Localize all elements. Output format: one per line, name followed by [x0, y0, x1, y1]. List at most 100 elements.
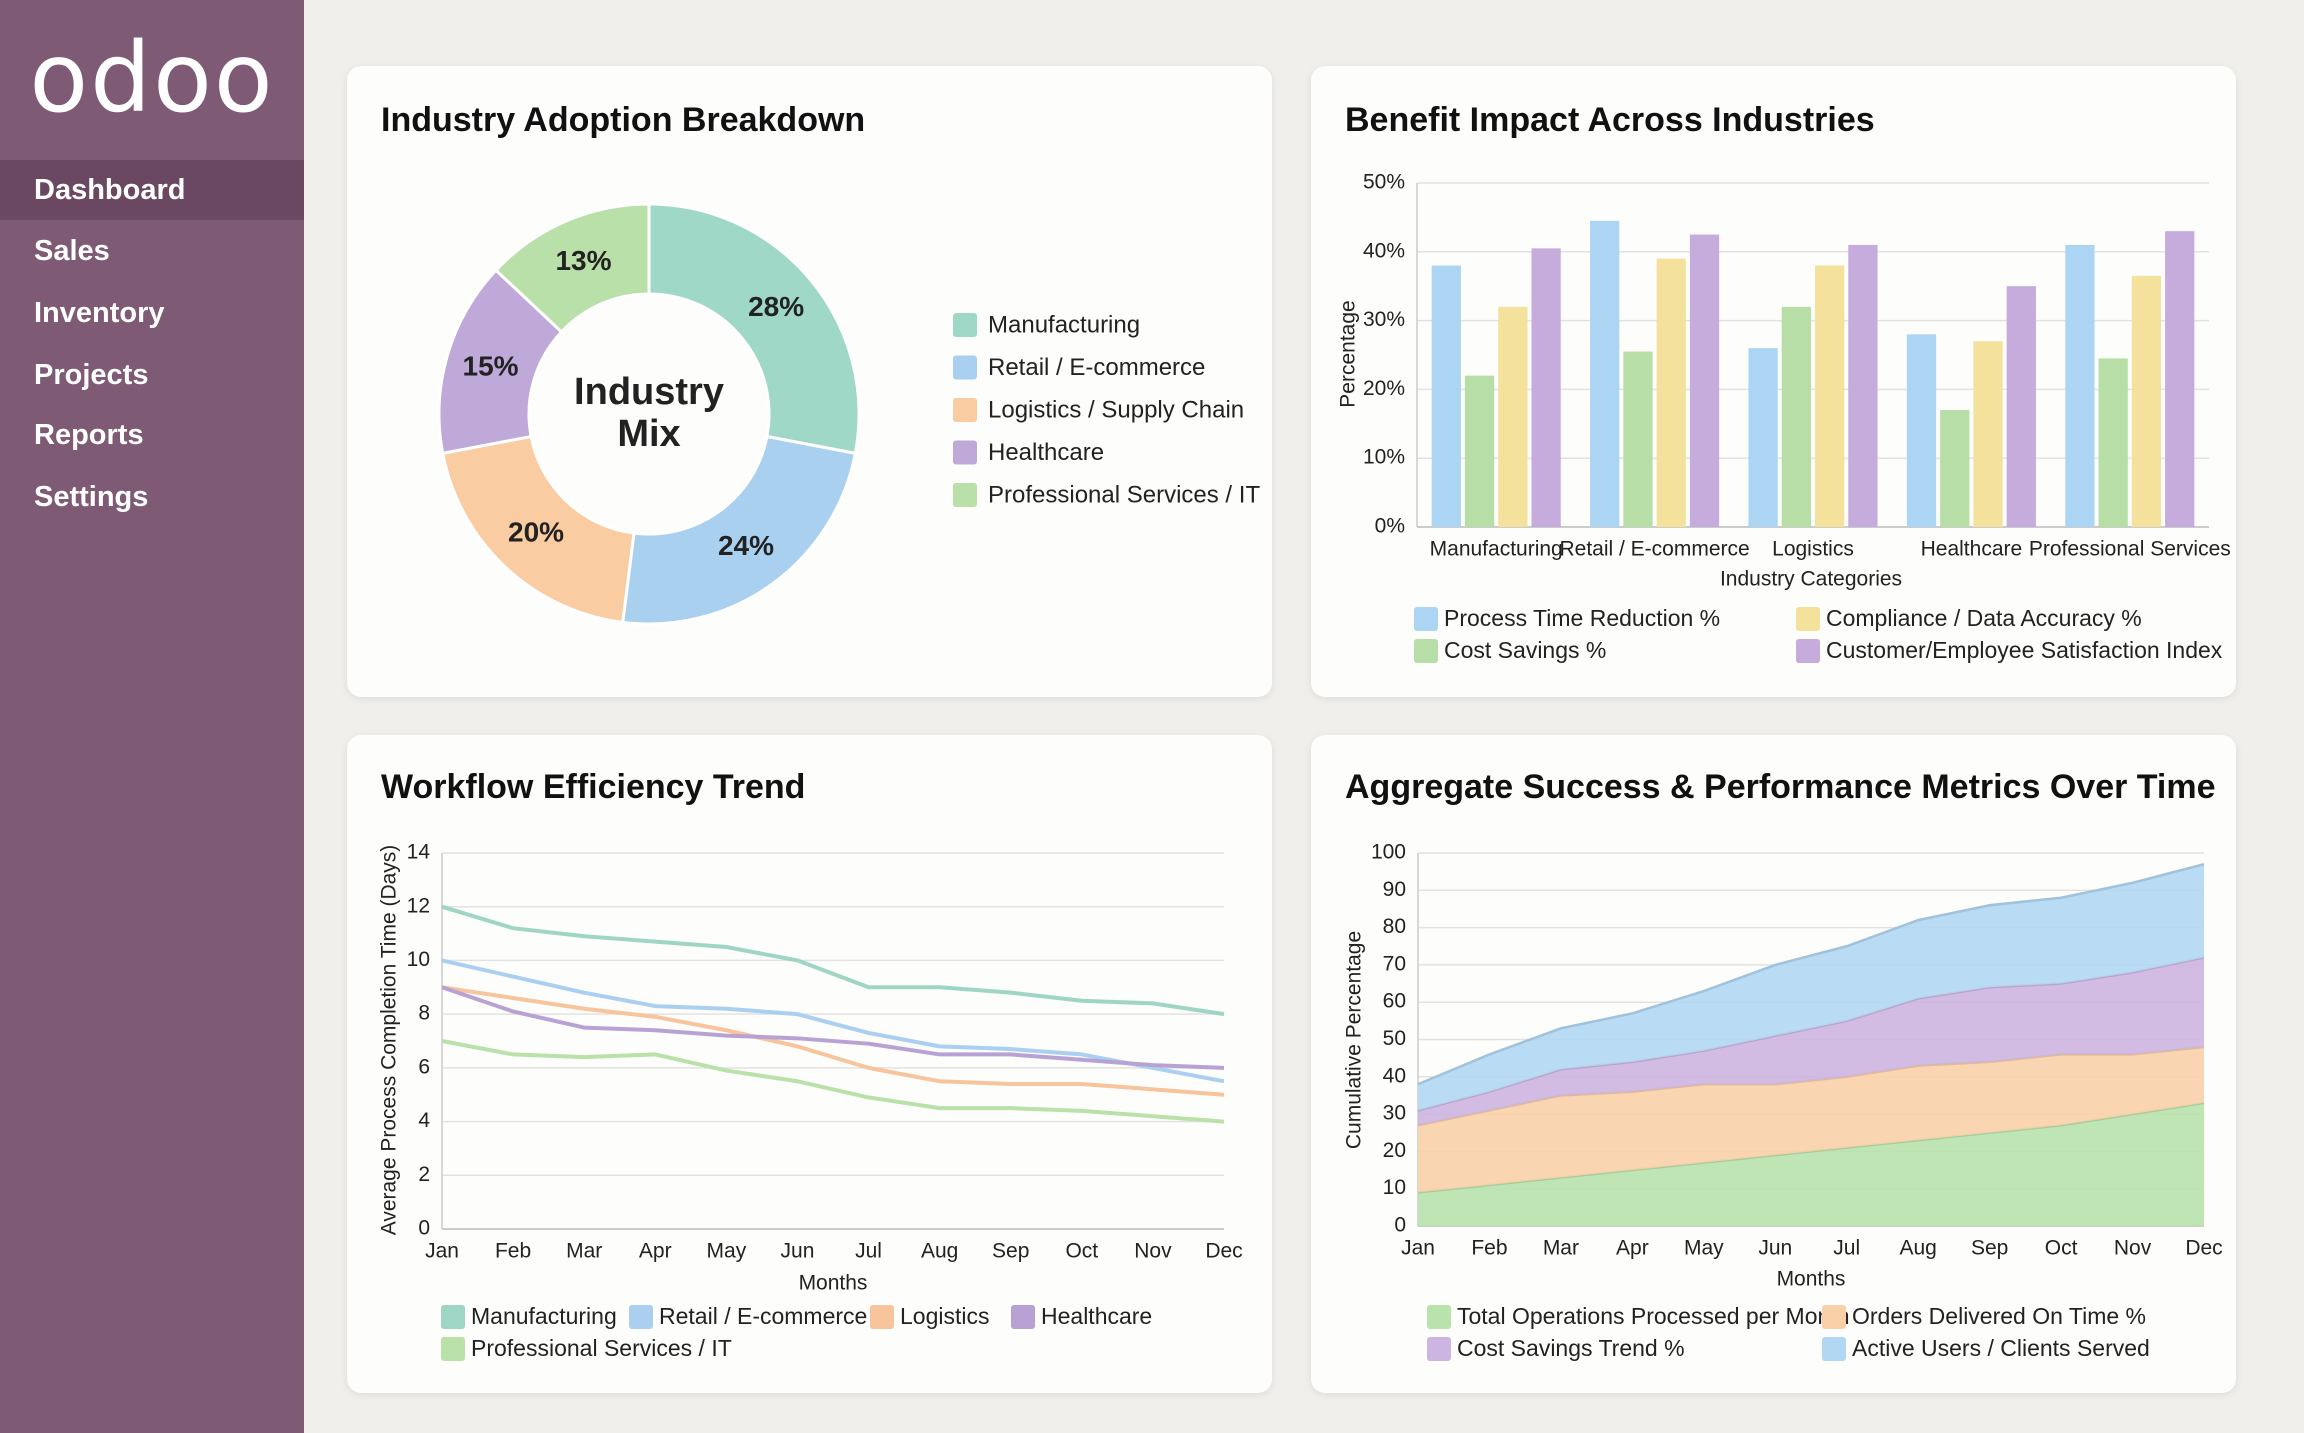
chart-title: Workflow Efficiency Trend: [381, 768, 805, 806]
legend-swatch: [953, 313, 977, 337]
bar: [1590, 220, 1620, 527]
area: [1418, 1102, 2204, 1226]
slice-label: 20%: [508, 517, 564, 548]
legend-label: Retail / E-commerce: [659, 1303, 867, 1329]
legend-label: Logistics: [900, 1303, 989, 1329]
nav-item[interactable]: Sales: [34, 235, 110, 267]
legend-swatch: [870, 1305, 894, 1329]
x-axis-title: Industry Categories: [1720, 568, 1902, 591]
x-tick-label: Nov: [2114, 1237, 2152, 1260]
legend-swatch: [629, 1305, 653, 1329]
legend-label: Healthcare: [988, 439, 1104, 466]
x-tick-label: Jul: [1833, 1237, 1860, 1260]
y-tick-label: 12: [407, 894, 430, 917]
legend-swatch: [953, 398, 977, 422]
slice-label: 28%: [748, 291, 804, 322]
bar: [1689, 234, 1720, 527]
x-tick-label: Sep: [1971, 1237, 2008, 1260]
x-axis-title: Months: [799, 1272, 868, 1295]
nav-item[interactable]: Inventory: [34, 297, 165, 329]
nav-item[interactable]: Reports: [34, 419, 144, 451]
legend-swatch: [1427, 1337, 1451, 1361]
y-tick-label: 20: [1383, 1139, 1406, 1162]
slice-label: 13%: [555, 245, 611, 276]
center-label: Mix: [617, 413, 680, 455]
area: [1418, 1046, 2204, 1193]
y-tick-label: 50: [1383, 1027, 1406, 1050]
area-edge: [1417, 862, 2205, 1086]
legend-swatch: [953, 355, 977, 380]
y-axis-title: Percentage: [1337, 300, 1360, 407]
legend-label: Cost Savings %: [1444, 637, 1606, 663]
bar: [1781, 306, 1811, 527]
bar: [2131, 275, 2162, 527]
chart-card: Workflow Efficiency Trend 0 2 4 6 8 10 12 14 Mont…: [347, 735, 1272, 1393]
bar: [1940, 410, 1970, 527]
y-tick-label: 20%: [1363, 377, 1405, 400]
y-tick-label: 40%: [1363, 239, 1405, 262]
y-axis-title: Cumulative Percentage: [1343, 931, 1366, 1149]
donut-slice: [647, 202, 861, 456]
y-tick-label: 30: [1383, 1102, 1406, 1125]
x-tick-label: Logistics: [1772, 538, 1854, 561]
legend-swatch: [1011, 1305, 1035, 1329]
nav-item[interactable]: Dashboard: [0, 160, 304, 220]
x-tick-label: Nov: [1134, 1240, 1172, 1263]
bar: [2065, 244, 2095, 528]
x-tick-label: Aug: [1899, 1237, 1936, 1260]
legend-label: Healthcare: [1041, 1303, 1152, 1329]
y-tick-label: 10: [407, 948, 430, 971]
line: [441, 1039, 1225, 1124]
legend-label: Manufacturing: [988, 311, 1140, 338]
x-tick-label: May: [707, 1240, 747, 1263]
y-tick-label: 100: [1371, 841, 1406, 864]
bar: [1973, 341, 2003, 527]
x-tick-label: Mar: [1543, 1237, 1579, 1260]
x-tick-label: Aug: [921, 1240, 958, 1263]
x-tick-label: Dec: [2185, 1237, 2222, 1260]
x-tick-label: Healthcare: [1921, 538, 2023, 561]
x-tick-label: Feb: [495, 1240, 531, 1263]
y-tick-label: 14: [407, 841, 431, 864]
legend-swatch: [953, 483, 977, 507]
x-tick-label: Jan: [1401, 1237, 1435, 1260]
x-tick-label: Professional Services: [2029, 538, 2231, 561]
nav-item[interactable]: Projects: [34, 359, 149, 391]
legend-label: Orders Delivered On Time %: [1852, 1303, 2146, 1329]
line: [441, 985, 1225, 1097]
legend-label: Professional Services / IT: [471, 1335, 732, 1361]
donut-slice: [440, 434, 636, 625]
bar: [2006, 286, 2036, 527]
logo[interactable]: odoo: [29, 22, 275, 134]
y-tick-label: 10: [1383, 1176, 1406, 1199]
line: [441, 958, 1225, 1084]
line: [441, 985, 1225, 1070]
donut-slice: [621, 434, 858, 626]
chart-card: Industry Adoption Breakdown 28% Manufactur…: [347, 66, 1272, 697]
slice-label: 24%: [718, 530, 774, 561]
x-tick-label: Jan: [425, 1240, 459, 1263]
y-tick-label: 2: [418, 1163, 430, 1186]
x-tick-label: Oct: [2045, 1237, 2078, 1260]
bar: [2098, 358, 2128, 527]
bar: [1848, 244, 1878, 528]
legend-swatch: [953, 440, 977, 465]
x-tick-label: Jun: [781, 1240, 815, 1263]
legend-label: Logistics / Supply Chain: [988, 396, 1244, 423]
chart-title: Benefit Impact Across Industries: [1345, 101, 1875, 139]
nav-item[interactable]: Settings: [34, 481, 149, 513]
legend-swatch: [1796, 607, 1820, 631]
x-tick-label: Retail / E-commerce: [1559, 538, 1749, 561]
y-tick-label: 80: [1383, 915, 1406, 938]
chart-card: Aggregate Success & Performance Metrics …: [1311, 735, 2236, 1393]
bar: [1815, 265, 1845, 527]
line: [441, 904, 1225, 1017]
y-tick-label: 30%: [1363, 308, 1405, 331]
bar: [1531, 248, 1561, 528]
chart-card: Benefit Impact Across Industries 0% 10% 20%…: [1311, 66, 2236, 697]
x-tick-label: Apr: [639, 1240, 672, 1263]
slice-label: 15%: [463, 350, 519, 381]
y-tick-label: 0: [418, 1217, 430, 1240]
legend-swatch: [1427, 1305, 1451, 1329]
